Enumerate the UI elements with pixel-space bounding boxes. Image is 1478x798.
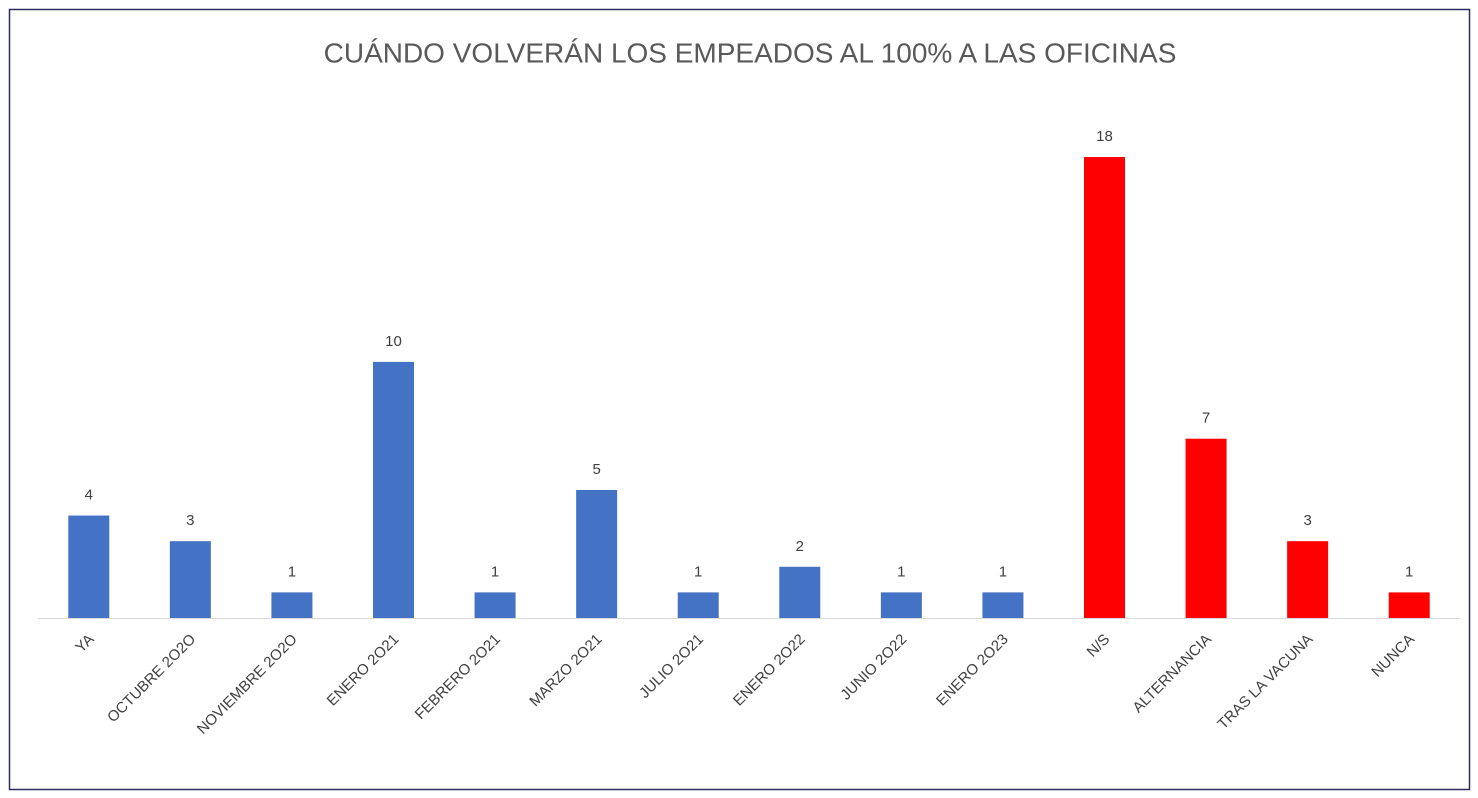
chart-title: CUÁNDO VOLVERÁN LOS EMPEADOS AL 100% A L… — [324, 37, 1177, 68]
value-label: 1 — [897, 563, 905, 580]
value-label: 3 — [1303, 512, 1311, 529]
bar — [779, 566, 821, 618]
value-label: 4 — [85, 487, 93, 504]
value-label: 1 — [999, 563, 1007, 580]
bar — [474, 592, 516, 618]
value-label: 18 — [1096, 128, 1113, 145]
value-label: 5 — [592, 461, 600, 478]
value-label: 1 — [1405, 563, 1413, 580]
bar — [880, 592, 922, 618]
bar — [1084, 157, 1125, 618]
bar — [982, 592, 1024, 618]
value-label: 3 — [186, 512, 194, 529]
bar — [169, 541, 211, 618]
chart-frame — [8, 8, 1471, 791]
bar — [1185, 438, 1227, 618]
value-label: 7 — [1202, 410, 1210, 427]
bar — [576, 489, 618, 618]
value-label: 10 — [385, 333, 402, 350]
bar — [1287, 541, 1329, 618]
bar — [373, 361, 414, 618]
value-label: 2 — [796, 538, 804, 555]
bar — [68, 515, 110, 618]
bar — [1388, 592, 1430, 618]
bar — [677, 592, 719, 618]
bar — [271, 592, 313, 618]
value-label: 1 — [694, 563, 702, 580]
value-label: 1 — [288, 563, 296, 580]
value-label: 1 — [491, 563, 499, 580]
